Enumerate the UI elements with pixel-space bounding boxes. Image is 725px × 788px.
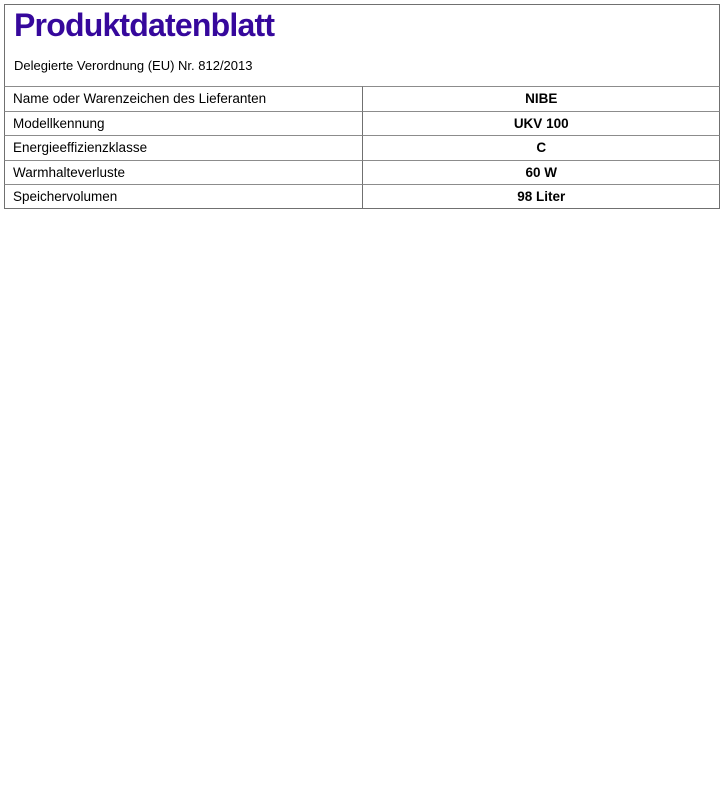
- row-label-energy-class: Energieeffizienzklasse: [4, 135, 364, 160]
- header-row: Produktdatenblatt Delegierte Verordnung …: [4, 4, 720, 86]
- table-row-storage-volume: Speichervolumen 98 Liter: [4, 184, 720, 209]
- product-datasheet: Produktdatenblatt Delegierte Verordnung …: [4, 4, 720, 209]
- datasheet-table: Produktdatenblatt Delegierte Verordnung …: [4, 4, 720, 209]
- table-row-standing-loss: Warmhalteverluste 60 W: [4, 159, 720, 185]
- row-label-storage-volume: Speichervolumen: [4, 184, 364, 209]
- row-value-storage-volume: 98 Liter: [363, 184, 720, 209]
- datasheet-header: Produktdatenblatt Delegierte Verordnung …: [4, 4, 720, 86]
- table-row-supplier: Name oder Warenzeichen des Lieferanten N…: [4, 86, 720, 111]
- row-value-supplier: NIBE: [363, 86, 720, 111]
- row-label-model: Modellkennung: [4, 110, 364, 136]
- table-row-model: Modellkennung UKV 100: [4, 110, 720, 136]
- table-row-energy-class: Energieeffizienzklasse C: [4, 135, 720, 160]
- row-value-energy-class: C: [363, 135, 720, 160]
- row-value-standing-loss: 60 W: [363, 159, 720, 185]
- row-label-supplier: Name oder Warenzeichen des Lieferanten: [4, 86, 364, 111]
- row-label-standing-loss: Warmhalteverluste: [4, 159, 364, 185]
- row-value-model: UKV 100: [363, 110, 720, 136]
- page-title: Produktdatenblatt: [14, 7, 275, 43]
- regulation-subtitle: Delegierte Verordnung (EU) Nr. 812/2013: [14, 57, 253, 73]
